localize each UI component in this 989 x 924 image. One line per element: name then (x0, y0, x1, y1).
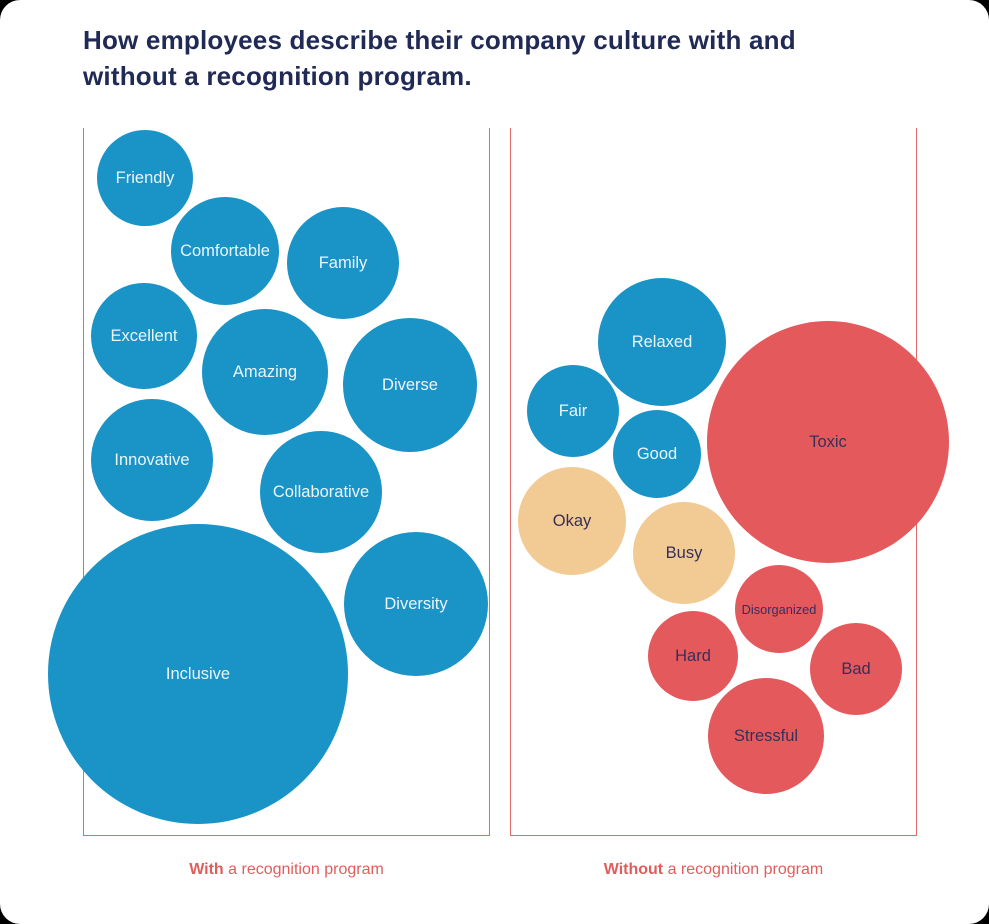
bubble-relaxed: Relaxed (598, 278, 726, 406)
bubble-good: Good (613, 410, 701, 498)
caption-with-rest: a recognition program (223, 861, 384, 878)
bubble-label: Stressful (733, 726, 799, 745)
chart-title: How employees describe their company cul… (83, 25, 796, 91)
caption-without-bold: Without (603, 861, 664, 878)
bubble-collaborative: Collaborative (260, 431, 382, 553)
bubble-label: Busy (665, 543, 703, 562)
bubble-disorganized: Disorganized (735, 565, 823, 653)
bubble-label: Innovative (114, 450, 190, 469)
bubble-label: Toxic (809, 432, 847, 451)
bubble-label: Comfortable (180, 241, 270, 260)
caption-without-rest: a recognition program (663, 861, 824, 878)
bubble-label: Family (318, 253, 368, 272)
bubble-label: Amazing (232, 362, 298, 381)
bubble-label: Diverse (382, 375, 438, 394)
bubble-label: Collaborative (272, 482, 370, 501)
bubble-label: Okay (552, 511, 592, 530)
bubble-friendly: Friendly (97, 130, 193, 226)
bubble-inclusive: Inclusive (48, 524, 348, 824)
panel-with-program (83, 128, 490, 836)
caption-without-program: Without a recognition program (510, 861, 917, 879)
bubble-okay: Okay (518, 467, 626, 575)
bubble-diverse: Diverse (343, 318, 477, 452)
bubble-label: Excellent (110, 326, 178, 345)
bubble-amazing: Amazing (202, 309, 328, 435)
bubble-diversity: Diversity (344, 532, 488, 676)
bubble-busy: Busy (633, 502, 735, 604)
bubble-label: Diversity (384, 594, 448, 613)
bubble-label: Good (636, 444, 678, 463)
bubble-label: Inclusive (165, 664, 231, 683)
bubble-toxic: Toxic (707, 321, 949, 563)
bubble-innovative: Innovative (91, 399, 213, 521)
bubble-excellent: Excellent (91, 283, 197, 389)
bubble-family: Family (287, 207, 399, 319)
bubble-fair: Fair (527, 365, 619, 457)
bubble-label: Friendly (115, 168, 175, 187)
bubble-label: Relaxed (631, 332, 693, 351)
bubble-label: Disorganized (741, 601, 817, 617)
bubble-label: Hard (675, 646, 711, 665)
bubble-label: Fair (558, 401, 588, 420)
bubble-comfortable: Comfortable (171, 197, 279, 305)
bubble-label: Bad (841, 659, 871, 678)
caption-with-bold: With (189, 861, 224, 878)
caption-with-program: With a recognition program (83, 861, 490, 879)
bubble-bad: Bad (810, 623, 902, 715)
bubble-stressful: Stressful (708, 678, 824, 794)
bubble-hard: Hard (648, 611, 738, 701)
